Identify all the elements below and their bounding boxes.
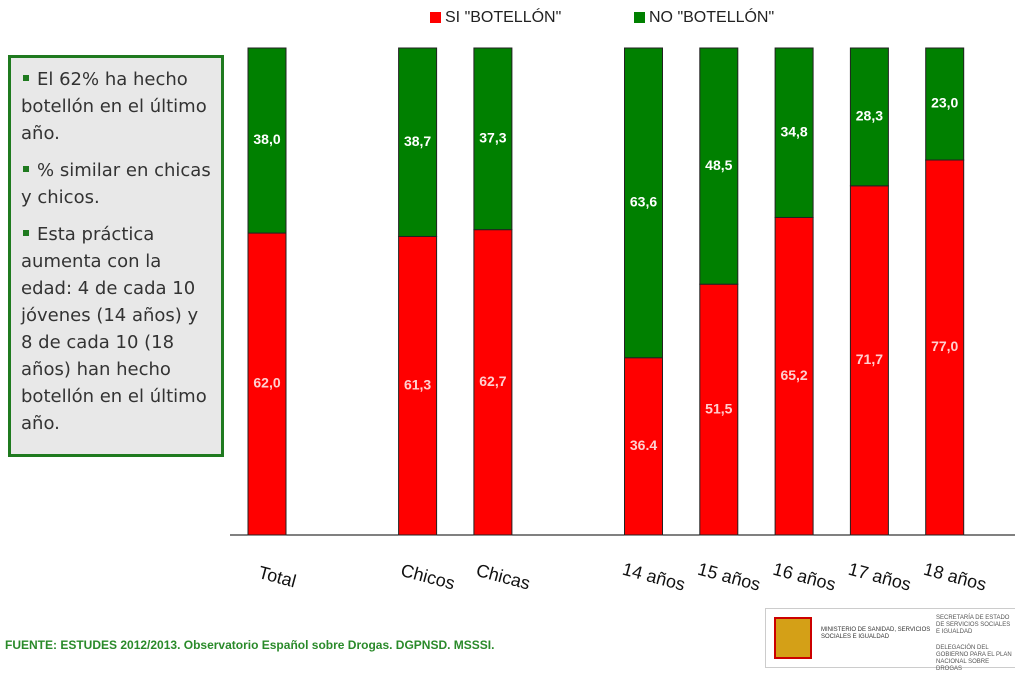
x-tick-label: 14 años [620, 559, 687, 595]
value-label: 23,0 [931, 95, 958, 111]
note: % similar en chicas y chicos. [21, 157, 211, 211]
legend-swatch [430, 12, 441, 23]
x-tick-label: 16 años [771, 559, 838, 595]
bar-segment [699, 47, 739, 285]
bar-segment [925, 159, 965, 536]
bar-segment [624, 357, 663, 536]
x-tick-label: 15 años [696, 559, 763, 595]
logo: MINISTERIO DE SANIDAD, SERVICIOS SOCIALE… [765, 608, 1015, 672]
value-label: 38,7 [404, 133, 431, 149]
bar-segment [473, 229, 513, 536]
legend-label: NO "BOTELLÓN" [649, 7, 774, 26]
value-label: 77,0 [931, 338, 958, 354]
bar-segment [247, 47, 287, 234]
bar-segment [925, 47, 965, 161]
logo-shield [774, 617, 812, 659]
value-label: 62,0 [253, 375, 280, 391]
bar-segment [699, 283, 739, 536]
bar-segment [624, 47, 663, 359]
value-label: 65,2 [780, 367, 807, 383]
logo-ministry: MINISTERIO DE SANIDAD, SERVICIOS SOCIALE… [821, 627, 931, 640]
bar-segment [398, 47, 438, 237]
note: Esta práctica aumenta con la edad: 4 de … [21, 221, 211, 437]
value-label: 63,6 [630, 194, 657, 210]
source: FUENTE: ESTUDES 2012/2013. Observatorio … [5, 638, 495, 652]
logo-delegation: DELEGACIÓN DEL GOBIERNO PARA EL PLAN NAC… [936, 645, 1012, 672]
value-label: 34,8 [780, 123, 807, 139]
value-label: 36.4 [630, 437, 657, 453]
legend-swatch [634, 12, 645, 23]
value-label: 48,5 [705, 157, 732, 173]
value-label: 37,3 [479, 130, 506, 146]
value-label: 28,3 [856, 108, 883, 124]
bar-segment [849, 185, 889, 536]
x-tick-label: 17 años [846, 559, 913, 595]
bar-segment [398, 235, 438, 536]
value-label: 62,7 [479, 373, 506, 389]
x-tick-label: Chicas [474, 560, 532, 594]
bar-segment [774, 216, 814, 536]
bar-segment [473, 47, 513, 231]
value-label: 71,7 [856, 351, 883, 367]
logo-secretary: SECRETARÍA DE ESTADO DE SERVICIOS SOCIAL… [936, 615, 1011, 635]
bar-segment [849, 47, 889, 187]
note: El 62% ha hecho botellón en el último añ… [21, 66, 211, 147]
value-label: 61,3 [404, 376, 431, 392]
notes-box: El 62% ha hecho botellón en el último añ… [8, 55, 224, 457]
x-tick-label: Total [256, 562, 298, 591]
bar-segment [774, 47, 814, 218]
legend-label: SI "BOTELLÓN" [445, 7, 561, 26]
value-label: 51,5 [705, 400, 732, 416]
bar-segment [247, 232, 287, 536]
value-label: 38,0 [253, 131, 280, 147]
x-tick-label: 18 años [921, 559, 988, 595]
x-tick-label: Chicos [399, 560, 457, 594]
chart: SI "BOTELLÓN" NO "BOTELLÓN" Total 62,0 38,0 C… [230, 7, 1015, 595]
